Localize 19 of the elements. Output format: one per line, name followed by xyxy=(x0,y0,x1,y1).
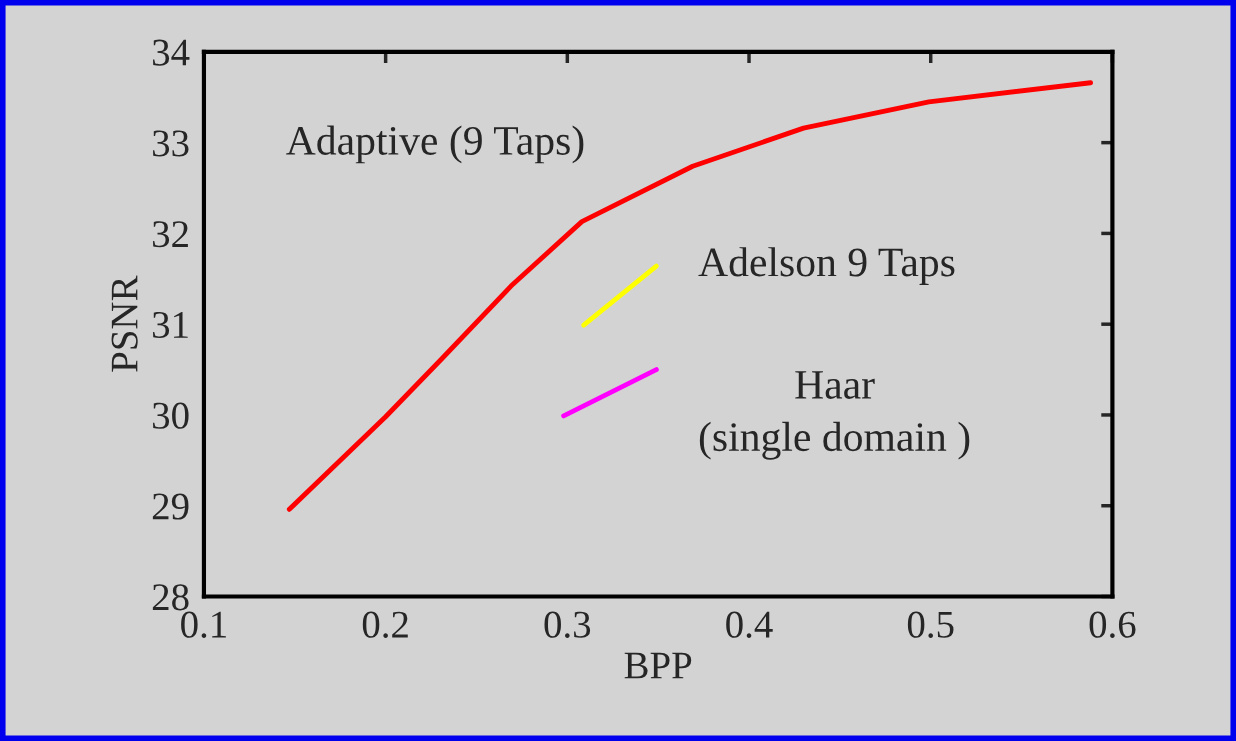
series-label: Haar (single domain ) xyxy=(699,371,970,460)
x-tick-label: 0.6 xyxy=(1089,611,1136,638)
x-tick-label: 0.3 xyxy=(544,611,591,638)
x-tick-label: 0.4 xyxy=(726,611,773,638)
y-tick-label: 34 xyxy=(153,39,190,66)
x-tick-label: 0.1 xyxy=(181,611,226,638)
series-label: Adaptive (9 Taps) xyxy=(286,125,584,164)
x-tick-label: 0.2 xyxy=(362,611,408,638)
y-tick-label: 29 xyxy=(152,493,189,520)
y-tick-label: 28 xyxy=(152,584,189,611)
y-tick-label: 31 xyxy=(153,311,188,339)
y-axis-title: PSNR xyxy=(111,275,138,372)
y-tick-label: 30 xyxy=(153,402,189,429)
y-tick-label: 33 xyxy=(153,130,189,157)
x-axis-title: BPP xyxy=(624,652,692,679)
x-tick-label: 0.5 xyxy=(907,611,954,638)
line-series xyxy=(286,80,1094,512)
y-tick-label: 32 xyxy=(153,221,188,248)
series-label: Adelson 9 Taps xyxy=(698,247,955,285)
